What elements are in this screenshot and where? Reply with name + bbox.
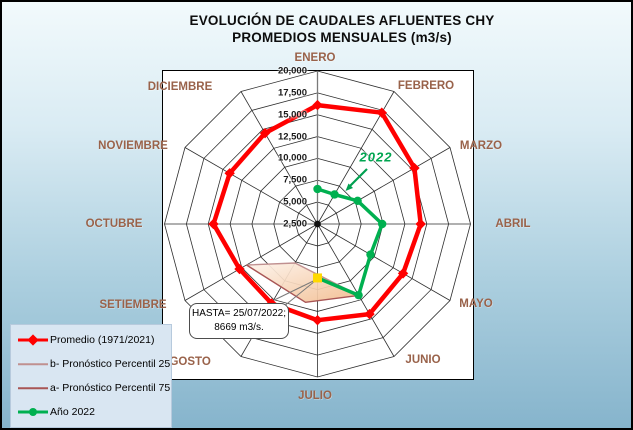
ano2022-marker [330, 190, 339, 199]
legend-label-promedio: Promedio (1971/2021) [50, 334, 155, 346]
ano2022-marker [353, 196, 362, 206]
month-label-mayo: MAYO [459, 298, 493, 310]
promedio-marker [234, 263, 245, 275]
promedio-marker [397, 268, 409, 279]
callout-leader [282, 278, 318, 308]
month-label-enero: ENERO [294, 52, 336, 64]
grid-spoke [317, 147, 451, 225]
percentil25-line-icon [18, 358, 48, 370]
month-label-setiembre: SETIEMBRE [99, 299, 167, 311]
axis-tick-label: 12,500 [277, 131, 307, 143]
hasta-callout: HASTA= 25/07/2022; 8669 m3/s. [189, 303, 289, 339]
grid-spoke [184, 223, 318, 301]
promedio-marker [312, 314, 323, 326]
promedio-marker [376, 107, 387, 118]
axis-tick-label: 17,500 [277, 87, 307, 99]
promedio-marker [364, 308, 375, 320]
percentil75-line-icon [18, 382, 48, 394]
month-label-marzo: MARZO [459, 140, 503, 152]
month-label-octubre: OCTUBRE [85, 218, 143, 230]
grid-spoke [240, 91, 318, 225]
ano2022-marker [377, 219, 387, 229]
hasta-callout-line1: HASTA= 25/07/2022; [191, 308, 287, 319]
promedio-marker [224, 168, 235, 179]
legend-label-percentil25: b- Pronóstico Percentil 25 [50, 358, 171, 370]
month-label-diciembre: DICIEMBRE [147, 81, 213, 93]
year-2022-arrow [348, 168, 368, 188]
grid-spoke [184, 147, 318, 225]
month-label-noviembre: NOVIEMBRE [98, 140, 168, 152]
legend-item-percentil75: a- Pronóstico Percentil 75 [11, 377, 171, 399]
grid-spoke [317, 223, 395, 357]
promedio-marker [312, 99, 323, 111]
promedio-marker [259, 127, 271, 139]
axis-tick-label: 2,500 [283, 218, 307, 230]
hasta-callout-line2: 8669 m3/s. [214, 322, 264, 333]
promedio-marker [208, 218, 219, 230]
legend-item-promedio: Promedio (1971/2021) [11, 329, 171, 351]
forecast-region [246, 263, 359, 303]
axis-tick-label: 20,000 [277, 65, 307, 77]
axis-tick-label: 5,000 [283, 196, 307, 208]
month-label-junio: JUNIO [405, 354, 441, 366]
chart-title-line2: PROMEDIOS MENSUALES (m3/s) [232, 30, 452, 45]
axis-tick-label: 15,000 [277, 109, 307, 121]
chart-title-line1: EVOLUCIÓN DE CAUDALES AFLUENTES CHY [189, 13, 495, 28]
radar-center-dot [314, 220, 321, 228]
axis-tick-label: 7,500 [283, 174, 307, 186]
ano2022-marker [354, 290, 363, 300]
legend-item-percentil25: b- Pronóstico Percentil 25 [11, 353, 171, 375]
month-label-agosto: AGOSTO [161, 356, 211, 368]
year-2022-arrowhead [345, 183, 353, 191]
year-2022-annotation: 2022 [359, 149, 393, 165]
grid-spoke [317, 223, 451, 301]
chart-title: EVOLUCIÓN DE CAUDALES AFLUENTES CHY PROM… [142, 12, 542, 46]
ano2022-line-icon [18, 406, 48, 418]
legend: Promedio (1971/2021) b- Pronóstico Perce… [10, 324, 172, 428]
legend-label-percentil75: a- Pronóstico Percentil 75 [50, 382, 171, 394]
axis-tick-label: 10,000 [277, 152, 307, 164]
percentile-line [246, 264, 359, 304]
ano2022-marker [366, 250, 375, 259]
month-label-febrero: FEBRERO [397, 80, 455, 92]
month-label-julio: JULIO [298, 390, 332, 402]
hasta-point-marker [313, 273, 322, 283]
promedio-line-icon [18, 334, 48, 346]
month-label-abril: ABRIL [495, 218, 531, 230]
legend-label-ano2022: Año 2022 [50, 406, 95, 418]
ano2022-marker [313, 184, 322, 194]
legend-item-ano2022: Año 2022 [11, 401, 171, 423]
promedio-marker [415, 218, 426, 230]
promedio-marker [409, 162, 420, 174]
